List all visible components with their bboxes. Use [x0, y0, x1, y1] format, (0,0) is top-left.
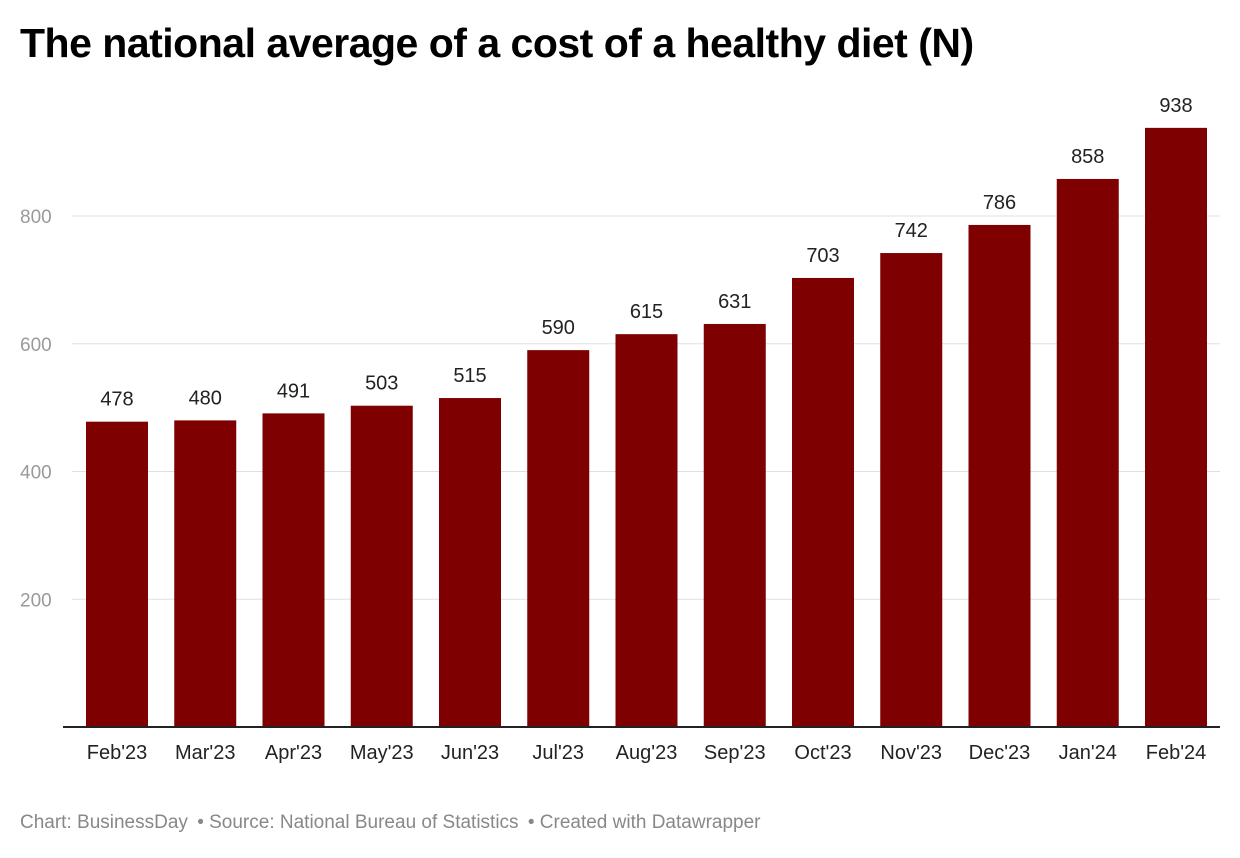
created-with-link[interactable]: • Created with Datawrapper [527, 812, 761, 833]
bar [350, 405, 413, 727]
data-label: 491 [277, 380, 310, 402]
data-label: 478 [100, 389, 133, 411]
x-tick-label: Mar'23 [175, 742, 236, 764]
bar [1145, 127, 1207, 728]
bar [262, 413, 325, 727]
y-tick-label: 800 [20, 207, 52, 228]
x-tick-label: Feb'24 [1146, 742, 1207, 764]
bar [880, 253, 943, 728]
bar [968, 224, 1031, 727]
x-tick-label: Feb'23 [87, 742, 148, 764]
chart-footer: Chart: BusinessDay • Source: National Bu… [20, 812, 765, 834]
data-label: 615 [630, 301, 663, 323]
data-label: 858 [1071, 146, 1104, 168]
x-tick-label: Dec'23 [969, 742, 1031, 764]
chart-credit: Chart: BusinessDay [20, 812, 188, 833]
bar [174, 420, 237, 727]
x-tick-label: Jun'23 [441, 742, 499, 764]
x-tick-label: Nov'23 [880, 742, 942, 764]
data-label: 480 [189, 387, 222, 409]
bar [703, 323, 766, 727]
x-tick-label: Jul'23 [532, 742, 584, 764]
bar [615, 334, 678, 727]
data-label: 590 [542, 317, 575, 339]
data-label: 631 [718, 291, 751, 313]
x-tick-label: Sep'23 [704, 742, 766, 764]
x-tick-label: Apr'23 [265, 742, 322, 764]
y-tick-label: 400 [20, 463, 52, 484]
bar [527, 350, 590, 727]
chart-title: The national average of a cost of a heal… [20, 20, 974, 66]
x-tick-label: May'23 [350, 742, 414, 764]
bar [792, 277, 854, 727]
data-label: 515 [453, 365, 486, 387]
data-label: 742 [895, 220, 928, 242]
bar [86, 421, 148, 727]
y-tick-label: 600 [20, 335, 52, 356]
bar [1056, 178, 1119, 727]
y-tick-label: 200 [20, 590, 52, 611]
bar [439, 398, 501, 727]
data-label: 703 [806, 245, 839, 267]
x-tick-label: Aug'23 [616, 742, 678, 764]
bar-chart: 200 400 600 800 478 Feb'23 480 Mar'23 491 Apr'23 5… [20, 95, 1220, 764]
source-link[interactable]: • Source: National Bureau of Statistics [197, 812, 519, 833]
x-tick-label: Jan'24 [1059, 742, 1117, 764]
x-tick-label: Oct'23 [794, 742, 851, 764]
data-label: 786 [983, 192, 1016, 214]
data-label: 503 [365, 373, 398, 395]
data-label: 938 [1159, 95, 1192, 117]
